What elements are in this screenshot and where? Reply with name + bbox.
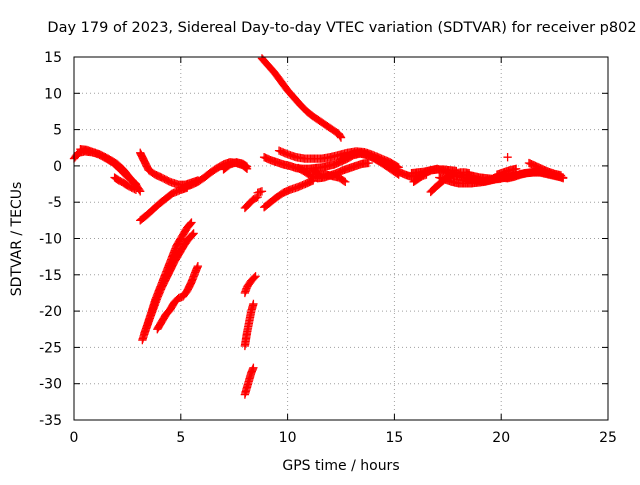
data-point [336,132,345,141]
data-point [188,230,197,239]
series-track-21 [309,166,350,187]
data-point [130,184,139,194]
data-point [364,158,373,168]
data-point [503,153,512,162]
data-point [556,171,566,180]
series-track-13 [240,272,260,298]
series-track-03 [110,173,141,195]
series-track-12 [240,299,258,351]
y-tick-label: -5 [48,195,62,211]
data-point [249,363,258,372]
data-point [512,164,521,173]
x-tick-label: 0 [70,430,79,446]
y-tick-label: -10 [39,232,62,248]
data-layer [69,54,568,399]
data-point [250,273,259,282]
data-point [131,185,141,195]
y-tick-label: -25 [39,340,62,356]
data-point [251,272,260,281]
y-tick-label: -30 [39,377,62,393]
y-tick-label: -35 [39,413,62,429]
x-axis-label: GPS time / hours [282,458,399,474]
x-tick-label: 5 [176,430,185,446]
series-track-10 [153,261,203,334]
data-point [189,229,198,238]
series-track-31 [503,153,512,162]
series-track-11 [240,363,258,399]
y-tick-label: 5 [53,123,62,139]
series-track-30 [524,158,566,180]
chart-title: Day 179 of 2023, Sidereal Day-to-day VTE… [47,20,636,36]
data-point [242,162,252,171]
data-point [193,261,203,271]
x-tick-label: 15 [385,430,403,446]
series-track-28 [492,164,521,179]
series-track-05 [136,183,192,225]
y-tick-label: -20 [39,304,62,320]
data-point [341,177,350,187]
x-tick-label: 20 [492,430,510,446]
series-track-09 [140,229,198,338]
y-tick-label: 10 [44,86,62,102]
data-point [252,193,261,202]
y-tick-label: -15 [39,268,62,284]
data-point [249,299,258,308]
data-point [136,187,145,196]
plot-frame [73,56,609,421]
y-tick-label: 15 [44,50,62,66]
data-point [186,219,195,228]
grid-layer [74,57,608,420]
series-track-15 [253,187,267,197]
data-point [422,170,431,179]
data-point [257,187,267,196]
series-track-24 [409,170,431,187]
series-track-07 [219,158,252,174]
data-point [241,161,251,171]
series-track-23 [407,165,461,178]
data-point [339,176,349,186]
data-point [187,218,196,227]
x-tick-label: 25 [599,430,617,446]
data-point [336,133,346,142]
x-tick-label: 10 [279,430,297,446]
axis-layer: 0 5 10 15 20 25 -35 -30 -25 -20 -15 -10 -5 0 5 10 15 [39,50,617,446]
series-track-16 [259,176,318,212]
y-tick-label: 0 [53,159,62,175]
y-axis-label: SDTVAR / TECUs [9,182,25,297]
series-track-17 [257,54,346,142]
series-track-02 [76,145,141,189]
